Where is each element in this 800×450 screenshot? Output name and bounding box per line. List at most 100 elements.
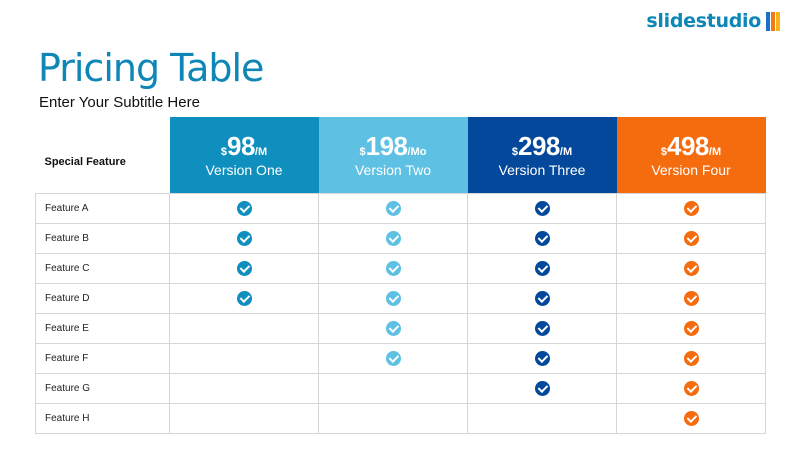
feature-row: Feature B [35, 223, 766, 254]
price-period: /M [708, 145, 722, 158]
brand-logo: slidestudio [646, 10, 780, 32]
plan-price: $98/M [170, 133, 319, 159]
price-period: /M [254, 145, 268, 158]
feature-row: Feature G [35, 373, 766, 404]
logo-bar-yellow [776, 11, 780, 31]
logo-bar-blue [766, 11, 770, 31]
check-circle-icon [236, 230, 252, 246]
brand-logo-mark [765, 11, 780, 31]
price-currency: $ [359, 145, 366, 158]
check-circle-icon [683, 350, 699, 366]
price-amount: 98 [226, 130, 255, 161]
feature-name: Feature H [35, 403, 170, 434]
price-amount: 298 [518, 130, 560, 161]
plan-name: Version One [205, 161, 283, 178]
feature-row: Feature E [35, 313, 766, 344]
page-subtitle: Enter Your Subtitle Here [39, 94, 200, 111]
feature-name: Feature F [35, 343, 170, 374]
feature-cell [616, 343, 766, 374]
check-circle-icon [385, 260, 401, 276]
feature-row: Feature A [35, 193, 766, 224]
brand-logo-text: slidestudio [646, 10, 761, 32]
feature-cell [169, 253, 319, 284]
price-currency: $ [660, 145, 667, 158]
feature-cell [169, 313, 319, 344]
feature-cell [169, 193, 319, 224]
feature-cell [467, 313, 617, 344]
feature-cell [318, 283, 468, 314]
check-circle-icon [683, 320, 699, 336]
check-circle-icon [534, 200, 550, 216]
feature-cell [318, 403, 468, 434]
plan-name: Version Three [498, 161, 586, 178]
feature-row: Feature H [35, 403, 766, 434]
check-circle-icon [683, 410, 699, 426]
feature-name: Feature G [35, 373, 170, 404]
pricing-header-row: Special Feature $98/M Version One $198/M… [35, 117, 766, 194]
feature-cell [169, 373, 319, 404]
plan-price: $298/M [468, 133, 617, 159]
check-circle-icon [385, 320, 401, 336]
feature-cell [467, 283, 617, 314]
feature-cell [467, 343, 617, 374]
plan-price: $198/Mo [319, 133, 468, 159]
feature-cell [616, 283, 766, 314]
feature-cell [616, 193, 766, 224]
plan-version-two: $198/Mo Version Two [318, 117, 468, 194]
plan-name: Version Four [651, 161, 731, 178]
check-circle-icon [534, 230, 550, 246]
feature-name: Feature E [35, 313, 170, 344]
feature-row: Feature C [35, 253, 766, 284]
check-circle-icon [534, 290, 550, 306]
feature-cell [318, 373, 468, 404]
feature-cell [616, 223, 766, 254]
feature-cell [169, 403, 319, 434]
feature-row: Feature F [35, 343, 766, 374]
check-circle-icon [534, 320, 550, 336]
feature-cell [616, 403, 766, 434]
check-circle-icon [683, 380, 699, 396]
feature-cell [318, 343, 468, 374]
check-circle-icon [236, 290, 252, 306]
feature-name: Feature B [35, 223, 170, 254]
feature-cell [616, 373, 766, 404]
plan-price: $498/M [617, 133, 766, 159]
check-circle-icon [683, 200, 699, 216]
feature-row: Feature D [35, 283, 766, 314]
check-circle-icon [236, 260, 252, 276]
feature-rows: Feature A Feature B Feature C Feature D Feat… [35, 193, 766, 434]
price-currency: $ [511, 145, 518, 158]
feature-name: Feature D [35, 283, 170, 314]
feature-cell [318, 313, 468, 344]
page-title: Pricing Table [38, 46, 264, 90]
feature-cell [169, 283, 319, 314]
special-feature-header: Special Feature [35, 117, 170, 194]
feature-cell [467, 253, 617, 284]
feature-cell [467, 403, 617, 434]
feature-cell [169, 343, 319, 374]
check-circle-icon [385, 230, 401, 246]
check-circle-icon [385, 290, 401, 306]
check-circle-icon [683, 290, 699, 306]
pricing-table: Special Feature $98/M Version One $198/M… [35, 117, 766, 434]
plan-version-one: $98/M Version One [169, 117, 319, 194]
feature-cell [318, 193, 468, 224]
feature-name: Feature A [35, 193, 170, 224]
plan-version-three: $298/M Version Three [467, 117, 617, 194]
check-circle-icon [683, 260, 699, 276]
price-period: /Mo [407, 145, 427, 158]
price-period: /M [559, 145, 573, 158]
feature-cell [616, 313, 766, 344]
logo-bar-orange [771, 11, 775, 31]
price-amount: 198 [365, 130, 408, 161]
check-circle-icon [534, 380, 550, 396]
plan-version-four: $498/M Version Four [616, 117, 766, 194]
feature-cell [616, 253, 766, 284]
check-circle-icon [385, 350, 401, 366]
feature-cell [467, 223, 617, 254]
feature-cell [467, 373, 617, 404]
check-circle-icon [534, 350, 550, 366]
feature-cell [318, 253, 468, 284]
feature-cell [169, 223, 319, 254]
check-circle-icon [534, 260, 550, 276]
